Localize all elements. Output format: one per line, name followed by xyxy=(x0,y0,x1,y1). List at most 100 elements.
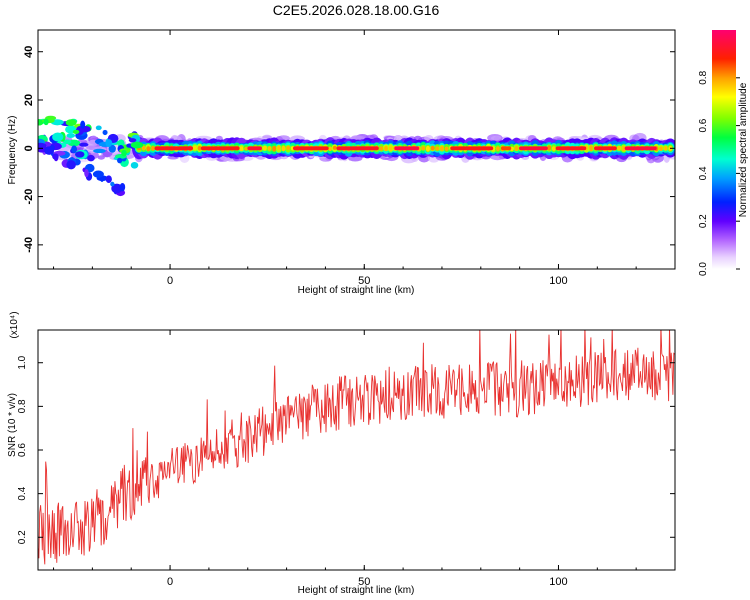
spectrogram-ridge-cell xyxy=(267,146,272,151)
colorbar-tick-label: 0.2 xyxy=(698,214,709,228)
spectrogram-blob xyxy=(62,139,72,145)
spectrogram-blob xyxy=(75,151,85,158)
colorbar-tick-label: 0.8 xyxy=(698,70,709,84)
spectrogram-ridge-cell xyxy=(197,145,202,151)
spectrogram-ridge-cell xyxy=(146,146,151,152)
spectrogram-peak xyxy=(518,146,548,151)
spectrogram-branch xyxy=(105,175,112,184)
spectrogram-branch xyxy=(111,183,123,194)
spectrogram-blob xyxy=(52,132,64,142)
spectrogram-blob xyxy=(130,161,139,169)
spectrogram-blob xyxy=(43,118,49,126)
spectrogram-blob xyxy=(65,119,77,127)
spectrogram-ridge-cell xyxy=(547,145,552,151)
spectrogram-blob xyxy=(108,144,116,153)
spectrogram-ridge-cell xyxy=(141,145,146,151)
snr-xtick-label: 0 xyxy=(167,576,173,588)
spectrogram-ridge-cell xyxy=(262,145,267,151)
spectrogram-halo xyxy=(490,135,502,141)
spectrogram-ytick-label: 0 xyxy=(23,145,35,151)
snr-series-line xyxy=(38,330,675,565)
spectrogram-blob xyxy=(87,154,95,162)
spectrogram-blob xyxy=(80,120,86,129)
spectrogram-ridge-cell xyxy=(430,145,435,151)
spectrogram-branch xyxy=(52,153,59,160)
colorbar-label: Normalized spectral amplitude xyxy=(738,82,749,217)
spectrogram-peak xyxy=(555,146,587,151)
snr-xlabel: Height of straight line (km) xyxy=(298,585,415,596)
spectrogram-xtick-label: 0 xyxy=(167,275,173,287)
spectrogram-branch xyxy=(92,170,104,178)
spectrogram-blob xyxy=(128,138,137,143)
spectrogram-ridge-cell xyxy=(439,145,444,151)
spectrogram-peak xyxy=(624,146,657,151)
spectrogram-peak xyxy=(336,146,379,151)
snr-xtick-label: 100 xyxy=(549,576,567,588)
spectrogram-ridge-cell xyxy=(150,146,155,151)
spectrogram-peak xyxy=(450,146,494,151)
snr-ytick-label: 0.8 xyxy=(17,399,28,413)
spectrogram-ridge-cell xyxy=(384,145,389,152)
spectrogram-blob xyxy=(117,157,123,164)
spectrogram-ytick-label: 20 xyxy=(23,94,35,106)
snr-ytick-label: 0.2 xyxy=(17,530,28,544)
spectrogram-ridge-cell xyxy=(444,146,449,151)
spectrogram-blob xyxy=(66,133,76,138)
spectrogram-blob xyxy=(79,142,89,147)
spectrogram-blob xyxy=(93,148,106,154)
spectrogram-peak xyxy=(154,146,194,151)
spectrogram-xtick-label: 100 xyxy=(549,275,567,287)
spectrogram-ylabel: Frequency (Hz) xyxy=(7,116,18,185)
spectrogram-xlabel: Height of straight line (km) xyxy=(298,285,415,296)
snr-ylabel: SNR (10 * v/v) xyxy=(7,393,18,457)
snr-panel: 0 50 100 0.2 0.4 0.6 0.8 1.0 Height of straigh… xyxy=(7,311,676,596)
colorbar-tick-label: 0.4 xyxy=(698,166,709,180)
spectrogram-ridge-cell xyxy=(328,146,333,152)
spectrogram-blob xyxy=(38,119,44,126)
spectrogram-panel: 0 50 100 -40 -20 0 20 40 Height of straight li… xyxy=(7,29,676,296)
spectrogram-peak xyxy=(200,146,240,151)
colorbar-gradient xyxy=(712,30,736,269)
spectrogram-ridge-cell xyxy=(663,146,668,151)
spectrogram-ridge-cell xyxy=(388,146,393,151)
spectrogram-xtick-label: 50 xyxy=(358,275,370,287)
spectrogram-peak xyxy=(293,146,329,151)
spectrogram-branch xyxy=(66,160,76,170)
colorbar: 0.0 0.2 0.4 0.6 0.8 Normalized spectral ampl… xyxy=(698,30,749,276)
snr-xtick-label: 50 xyxy=(358,576,370,588)
spectrogram-ridge-cell xyxy=(379,146,384,151)
spectrogram-peak xyxy=(500,146,512,151)
spectrogram-blob xyxy=(130,141,144,149)
spectrogram-ridge-cell xyxy=(276,145,281,151)
spectrogram-ridge-cell xyxy=(621,146,626,152)
spectrogram-ridge-cell xyxy=(244,146,249,151)
snr-y-multiplier: (x10⁴) xyxy=(9,311,20,338)
spectrogram-ridge-cell xyxy=(659,146,664,152)
snr-ytick-label: 0.4 xyxy=(17,486,28,500)
spectrogram-peak xyxy=(247,146,262,151)
spectrogram-branch xyxy=(110,181,115,187)
spectrogram-ridge-cell xyxy=(272,145,277,152)
spectrogram-ridge-cell xyxy=(425,145,430,152)
snr-ytick-label: 0.6 xyxy=(17,443,28,457)
snr-ytick-label: 1.0 xyxy=(17,355,28,369)
spectrogram-blob xyxy=(121,149,127,157)
spectrogram-blob xyxy=(71,145,77,154)
spectrogram-blob xyxy=(102,129,108,136)
spectrogram-branch xyxy=(38,142,47,149)
spectrogram-ridge-cell xyxy=(421,146,426,151)
spectrogram-ridge-cell xyxy=(192,145,197,150)
spectrogram-ytick-label: -40 xyxy=(23,237,35,253)
spectrogram-ridge-cell xyxy=(495,146,500,152)
spectrogram-branch xyxy=(49,144,55,151)
spectrogram-ridge-cell xyxy=(281,145,286,152)
spectrogram-halo xyxy=(97,155,105,160)
spectrogram-blob xyxy=(105,139,113,148)
colorbar-tick-label: 0.6 xyxy=(698,118,709,132)
spectrogram-ridge-cell xyxy=(551,146,556,151)
spectrogram-frame xyxy=(37,29,676,270)
spectrogram-blob xyxy=(95,125,102,131)
spectrogram-ridge-cell xyxy=(332,145,337,150)
spectrogram-peak xyxy=(394,146,420,151)
spectrogram-branch xyxy=(84,169,89,178)
